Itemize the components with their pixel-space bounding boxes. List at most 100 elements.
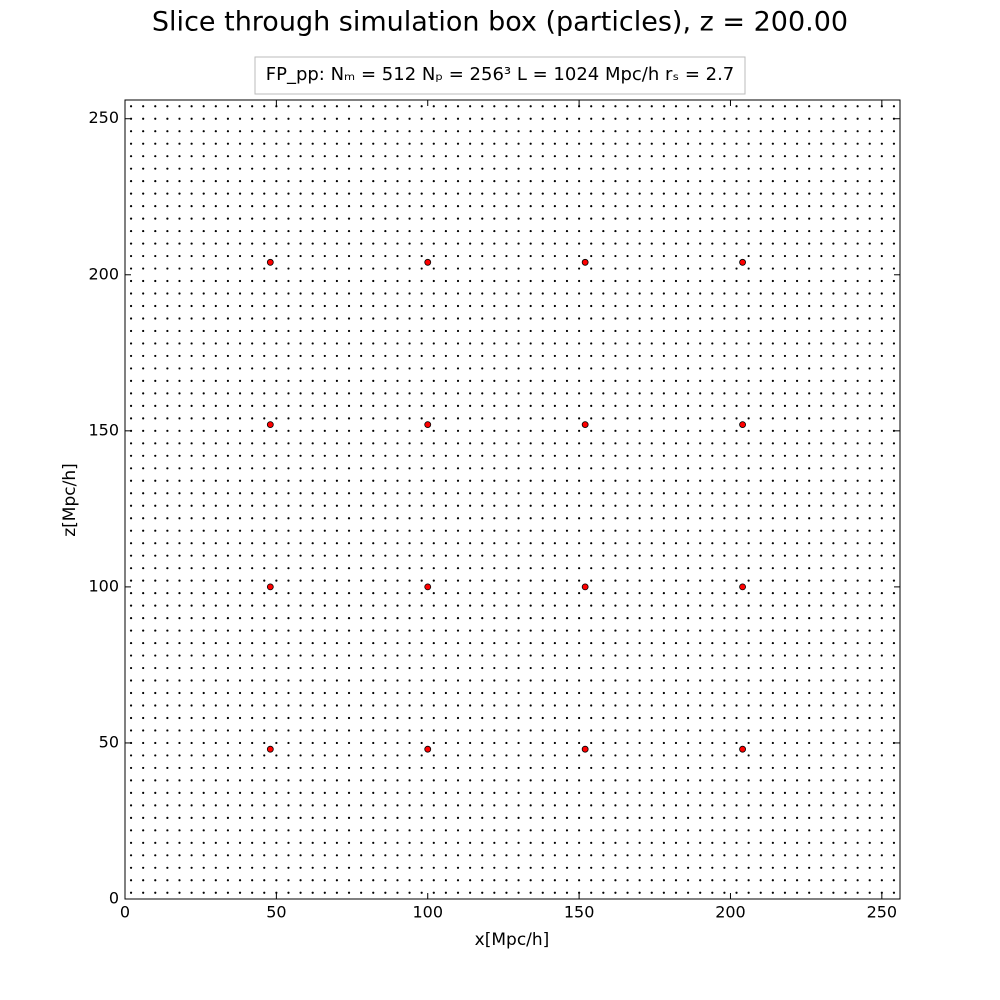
particle — [335, 229, 339, 233]
particle — [384, 467, 387, 470]
particle — [565, 866, 569, 869]
particle — [214, 467, 217, 470]
particle — [856, 404, 859, 407]
particle — [275, 229, 278, 233]
particle — [880, 829, 883, 832]
particle — [493, 741, 496, 745]
particle — [880, 254, 883, 258]
particle — [154, 866, 157, 869]
particle — [517, 317, 520, 320]
particle — [469, 829, 472, 832]
particle — [602, 592, 605, 595]
particle — [626, 716, 629, 720]
particle — [178, 816, 181, 819]
particle — [820, 429, 823, 432]
particle — [178, 641, 181, 645]
particle — [844, 167, 847, 170]
particle — [299, 442, 302, 445]
particle — [880, 567, 883, 570]
particle — [360, 629, 363, 632]
particle — [251, 517, 254, 520]
particle — [469, 691, 472, 695]
particle — [432, 716, 435, 720]
particle — [299, 879, 302, 882]
particle — [553, 779, 556, 782]
particle — [529, 155, 532, 158]
particle — [505, 167, 508, 170]
particle — [614, 367, 617, 370]
particle — [711, 542, 714, 545]
particle — [614, 317, 617, 320]
particle — [481, 854, 484, 857]
particle — [614, 579, 617, 582]
particle — [723, 130, 726, 133]
particle — [868, 205, 871, 208]
particle — [505, 542, 508, 545]
particle — [444, 454, 447, 457]
particle — [275, 267, 278, 270]
particle — [541, 279, 544, 283]
particle — [602, 492, 605, 495]
particle — [699, 729, 702, 732]
particle — [832, 641, 835, 645]
particle — [686, 117, 690, 120]
particle — [808, 804, 811, 807]
particle — [493, 517, 496, 520]
particle — [275, 841, 278, 844]
particle — [396, 417, 399, 420]
particle — [795, 866, 799, 869]
particle — [892, 592, 896, 595]
particle — [650, 279, 653, 283]
particle — [190, 529, 193, 532]
particle — [251, 267, 254, 270]
series — [266, 258, 746, 753]
annotation: FP_pp: Nₘ = 512 Nₚ = 256³ L = 1024 Mpc/h… — [266, 64, 735, 85]
particle — [856, 567, 859, 570]
particle — [238, 142, 242, 145]
particle — [759, 392, 762, 395]
particle — [735, 417, 738, 420]
chart-title: Slice through simulation box (particles)… — [152, 7, 848, 38]
particle — [287, 167, 290, 170]
particle — [214, 654, 217, 657]
particle — [880, 879, 883, 882]
particle — [614, 205, 617, 208]
particle — [129, 654, 133, 657]
particle — [783, 754, 787, 757]
particle — [650, 754, 653, 757]
particle — [674, 229, 678, 233]
particle — [626, 404, 629, 407]
particle — [408, 629, 411, 632]
particle — [626, 504, 629, 507]
particle — [880, 242, 883, 245]
particle — [856, 716, 859, 720]
particle — [335, 130, 339, 133]
particle — [372, 205, 375, 208]
particle — [372, 879, 375, 882]
particle — [420, 617, 423, 620]
particle — [735, 866, 738, 869]
particle — [166, 229, 169, 233]
particle — [868, 729, 871, 732]
particle — [820, 716, 823, 720]
particle — [892, 804, 896, 807]
particle — [202, 205, 205, 208]
particle — [166, 741, 169, 745]
particle — [287, 105, 290, 108]
particle — [299, 354, 302, 358]
particle — [166, 467, 169, 470]
particle — [892, 454, 896, 457]
particle — [892, 754, 896, 757]
particle — [202, 517, 205, 520]
particle — [880, 779, 883, 782]
particle — [602, 217, 605, 220]
particle — [553, 679, 556, 682]
particle — [166, 354, 169, 358]
particle — [832, 841, 835, 844]
particle — [662, 729, 665, 732]
particle — [129, 592, 133, 595]
particle — [638, 542, 641, 545]
particle — [214, 754, 217, 757]
particle — [360, 105, 363, 108]
particle — [178, 429, 181, 432]
